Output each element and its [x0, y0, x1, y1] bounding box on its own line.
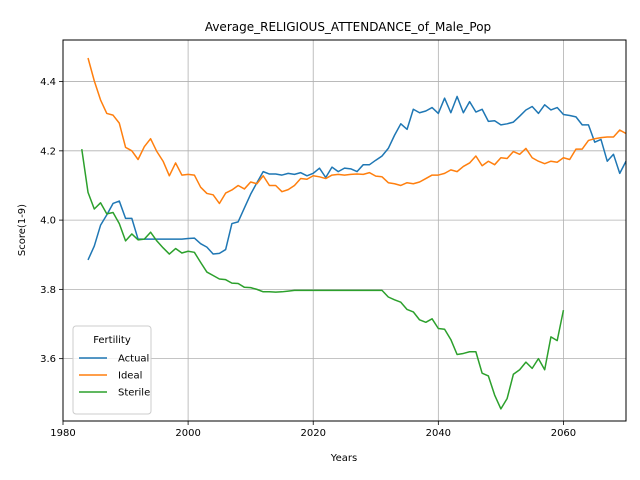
- legend-label-sterile: Sterile: [118, 388, 150, 399]
- series-line-sterile: [81, 148, 565, 410]
- legend-label-actual: Actual: [118, 354, 149, 365]
- legend-label-ideal: Ideal: [118, 371, 142, 382]
- legend: Fertility Actual Ideal Sterile: [72, 325, 152, 415]
- series-line-ideal: [87, 57, 627, 205]
- y-axis-label: Score(1-9): [17, 204, 28, 256]
- series-line-actual: [87, 95, 627, 261]
- x-axis-label: Years: [330, 453, 357, 464]
- y-tick-label: 4.2: [40, 146, 56, 157]
- x-tick-label: 1980: [50, 428, 75, 439]
- series-lines: [81, 57, 627, 410]
- x-tick-label: 2060: [551, 428, 576, 439]
- y-tick-label: 4.0: [40, 216, 56, 227]
- chart-title: Average_RELIGIOUS_ATTENDANCE_of_Male_Pop: [205, 20, 491, 34]
- x-tick-label: 2000: [175, 428, 200, 439]
- y-tick-label: 4.4: [40, 77, 56, 88]
- legend-title: Fertility: [93, 335, 131, 346]
- plot-area-frame: [62, 39, 627, 422]
- x-tick-label: 2040: [426, 428, 451, 439]
- y-tick-label: 3.8: [40, 285, 56, 296]
- legend-entries: Actual Ideal Sterile: [79, 354, 150, 399]
- y-tick-label: 3.6: [40, 354, 56, 365]
- y-axis-ticks: 3.6 3.8 4.0 4.2 4.4: [40, 77, 63, 365]
- x-tick-label: 2020: [300, 428, 325, 439]
- x-axis-ticks: 1980 2000 2020 2040 2060: [50, 421, 576, 439]
